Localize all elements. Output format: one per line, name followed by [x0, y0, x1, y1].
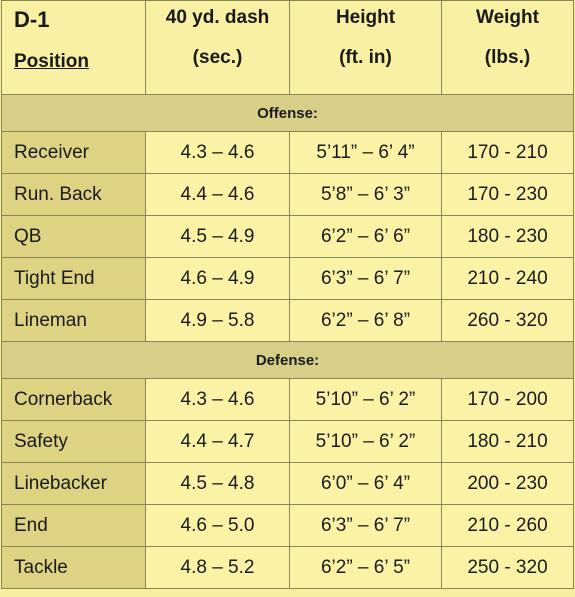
weight-header-unit: (lbs.)	[484, 47, 531, 68]
height-cell: 6’2” – 6’ 5”	[289, 546, 442, 589]
position-cell: Tackle	[1, 546, 146, 589]
dash-cell: 4.9 – 5.8	[145, 299, 290, 342]
weight-column-header: Weight (lbs.)	[441, 0, 574, 95]
height-cell: 6’2” – 6’ 8”	[289, 299, 442, 342]
header-row: D-1 Position 40 yd. dash (sec.) Height (…	[1, 0, 574, 95]
dash-cell: 4.8 – 5.2	[145, 546, 290, 589]
table-title: D-1	[14, 7, 50, 32]
position-cell: Tight End	[1, 257, 146, 300]
dash-column-header: 40 yd. dash (sec.)	[145, 0, 290, 95]
weight-cell: 180 - 210	[441, 420, 574, 463]
height-cell: 5’11” – 6’ 4”	[289, 131, 442, 174]
position-cell: Cornerback	[1, 378, 146, 421]
weight-cell: 200 - 230	[441, 462, 574, 505]
weight-cell: 210 - 240	[441, 257, 574, 300]
height-header-unit: (ft. in)	[339, 47, 392, 68]
position-cell: Linebacker	[1, 462, 146, 505]
position-cell: Run. Back	[1, 173, 146, 216]
section-label: Offense:	[1, 94, 574, 132]
weight-cell: 170 - 230	[441, 173, 574, 216]
weight-cell: 170 - 210	[441, 131, 574, 174]
dash-header-label: 40 yd. dash	[165, 7, 270, 28]
table-row: Tackle 4.8 – 5.2 6’2” – 6’ 5” 250 - 320	[1, 546, 574, 589]
table-row: Lineman 4.9 – 5.8 6’2” – 6’ 8” 260 - 320	[1, 299, 574, 342]
position-cell: End	[1, 504, 146, 547]
table-row: Cornerback 4.3 – 4.6 5’10” – 6’ 2” 170 - 20…	[1, 378, 574, 421]
weight-header-label: Weight	[476, 7, 539, 28]
height-cell: 5’8” – 6’ 3”	[289, 173, 442, 216]
table-row: Run. Back 4.4 – 4.6 5’8” – 6’ 3” 170 - 230	[1, 173, 574, 216]
weight-cell: 180 - 230	[441, 215, 574, 258]
position-cell: QB	[1, 215, 146, 258]
section-row: Defense:	[1, 341, 574, 379]
dash-cell: 4.5 – 4.9	[145, 215, 290, 258]
height-header-label: Height	[335, 7, 396, 28]
dash-cell: 4.4 – 4.6	[145, 173, 290, 216]
table-row: Linebacker 4.5 – 4.8 6’0” – 6’ 4” 200 - 230	[1, 462, 574, 505]
weight-cell: 210 - 260	[441, 504, 574, 547]
table-row: Tight End 4.6 – 4.9 6’3” – 6’ 7” 210 - 240	[1, 257, 574, 300]
table-row: QB 4.5 – 4.9 6’2” – 6’ 6” 180 - 230	[1, 215, 574, 258]
dash-cell: 4.4 – 4.7	[145, 420, 290, 463]
dash-cell: 4.3 – 4.6	[145, 378, 290, 421]
section-row: Offense:	[1, 94, 574, 132]
weight-cell: 260 - 320	[441, 299, 574, 342]
weight-cell: 250 - 320	[441, 546, 574, 589]
position-column-header: Position	[14, 51, 89, 72]
dash-cell: 4.6 – 4.9	[145, 257, 290, 300]
dash-cell: 4.5 – 4.8	[145, 462, 290, 505]
height-cell: 5’10” – 6’ 2”	[289, 420, 442, 463]
dash-header-unit: (sec.)	[192, 47, 243, 68]
position-cell: Lineman	[1, 299, 146, 342]
dash-cell: 4.6 – 5.0	[145, 504, 290, 547]
height-cell: 6’0” – 6’ 4”	[289, 462, 442, 505]
table-row: Receiver 4.3 – 4.6 5’11” – 6’ 4” 170 - 210	[1, 131, 574, 174]
table-row: End 4.6 – 5.0 6’3” – 6’ 7” 210 - 260	[1, 504, 574, 547]
position-cell: Safety	[1, 420, 146, 463]
header-position-cell: D-1 Position	[1, 0, 146, 95]
table-row: Safety 4.4 – 4.7 5’10” – 6’ 2” 180 - 210	[1, 420, 574, 463]
height-cell: 6’2” – 6’ 6”	[289, 215, 442, 258]
section-label: Defense:	[1, 341, 574, 379]
height-cell: 5’10” – 6’ 2”	[289, 378, 442, 421]
height-cell: 6’3” – 6’ 7”	[289, 504, 442, 547]
height-column-header: Height (ft. in)	[289, 0, 442, 95]
dash-cell: 4.3 – 4.6	[145, 131, 290, 174]
position-cell: Receiver	[1, 131, 146, 174]
weight-cell: 170 - 200	[441, 378, 574, 421]
height-cell: 6’3” – 6’ 7”	[289, 257, 442, 300]
